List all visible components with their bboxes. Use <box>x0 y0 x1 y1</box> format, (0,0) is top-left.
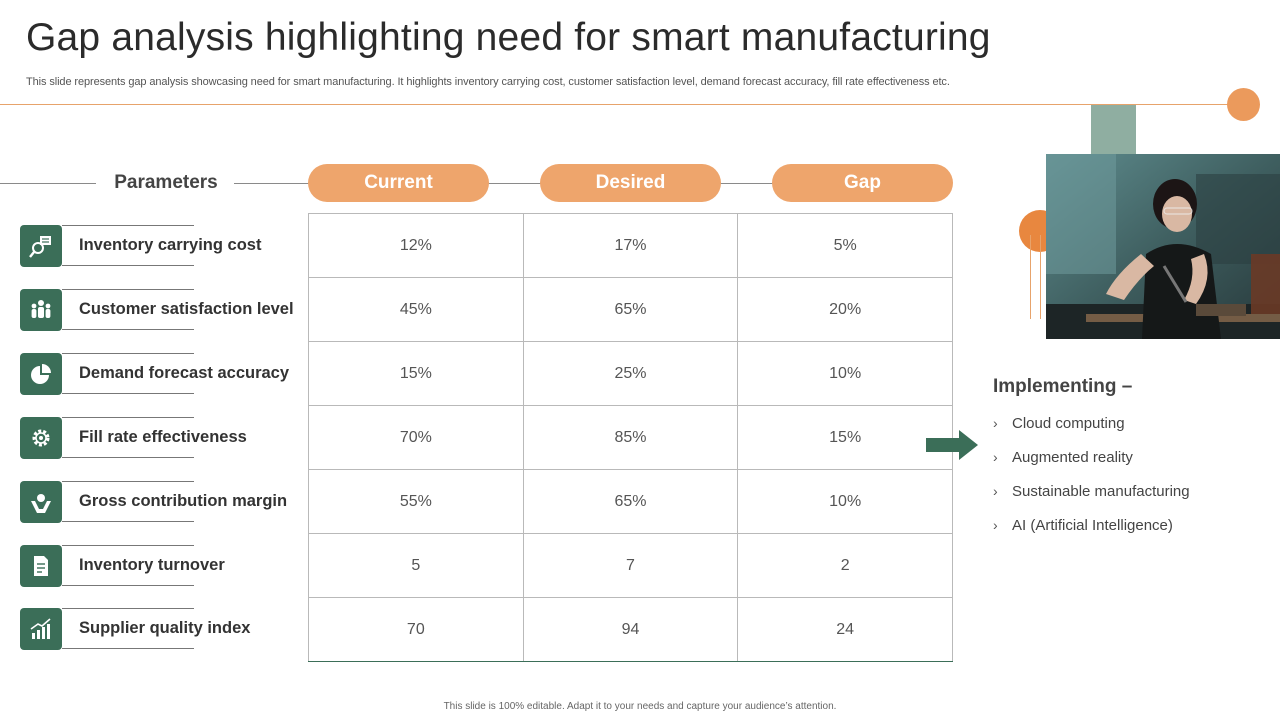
table-row: 45% 65% 20% <box>308 277 953 342</box>
worker-photo <box>1046 154 1280 339</box>
parameter-row: Fill rate effectiveness <box>20 417 310 459</box>
parameter-label: Gross contribution margin <box>79 492 288 510</box>
parameter-label: Supplier quality index <box>79 619 251 637</box>
current-cell: 15% <box>308 341 524 406</box>
list-item: › Sustainable manufacturing <box>993 483 1190 517</box>
parameter-row: Gross contribution margin <box>20 481 310 523</box>
desired-cell: 7 <box>522 533 739 598</box>
row-rule <box>62 353 194 354</box>
gap-cell: 10% <box>737 341 953 406</box>
decorative-line <box>1030 235 1031 319</box>
parameter-label: Customer satisfaction level <box>79 300 294 318</box>
chevron-right-icon: › <box>993 483 998 499</box>
parameter-row: Inventory turnover <box>20 545 310 587</box>
parameter-label: Inventory carrying cost <box>79 236 262 254</box>
column-header-gap: Gap <box>772 164 953 202</box>
desired-cell: 65% <box>522 277 739 342</box>
parameter-label: Inventory turnover <box>79 556 225 574</box>
table-row: 70 94 24 <box>308 597 953 662</box>
row-rule <box>62 608 194 609</box>
row-rule <box>62 457 194 458</box>
row-rule <box>62 585 194 586</box>
row-rule <box>62 225 194 226</box>
column-header-current: Current <box>308 164 489 202</box>
list-item: › Augmented reality <box>993 449 1190 483</box>
gap-cell: 24 <box>737 597 953 662</box>
desired-cell: 25% <box>522 341 739 406</box>
chevron-right-icon: › <box>993 517 998 533</box>
list-item-text: Augmented reality <box>1012 449 1133 466</box>
parameter-row: Customer satisfaction level <box>20 289 310 331</box>
title-divider <box>0 104 1230 105</box>
row-rule <box>62 521 194 522</box>
decorative-dot <box>1227 88 1260 121</box>
gear-icon <box>20 417 62 459</box>
list-item: › AI (Artificial Intelligence) <box>993 517 1190 551</box>
growth-chart-icon <box>20 608 62 650</box>
gap-cell: 5% <box>737 213 953 278</box>
parameters-header: Parameters <box>100 172 232 194</box>
header-line-1 <box>488 183 542 184</box>
header-line-mid <box>234 183 310 184</box>
parameter-label: Demand forecast accuracy <box>79 364 290 382</box>
document-icon <box>20 545 62 587</box>
row-rule <box>62 265 194 266</box>
parameter-row: Inventory carrying cost <box>20 225 310 267</box>
current-cell: 70 <box>308 597 524 662</box>
arrow-right-icon <box>926 430 978 460</box>
list-item-text: Sustainable manufacturing <box>1012 483 1190 500</box>
table-row: 55% 65% 10% <box>308 469 953 534</box>
customer-group-icon <box>20 289 62 331</box>
implementing-list: › Cloud computing › Augmented reality › Sus… <box>993 415 1190 551</box>
table-row: 5 7 2 <box>308 533 953 598</box>
parameter-row: Supplier quality index <box>20 608 310 650</box>
row-rule <box>62 648 194 649</box>
header-line-left <box>0 183 96 184</box>
list-item: › Cloud computing <box>993 415 1190 449</box>
current-cell: 45% <box>308 277 524 342</box>
hand-holding-icon <box>20 481 62 523</box>
table-row: 15% 25% 10% <box>308 341 953 406</box>
row-rule <box>62 481 194 482</box>
gap-cell: 20% <box>737 277 953 342</box>
row-rule <box>62 329 194 330</box>
inventory-cost-icon <box>20 225 62 267</box>
list-item-text: AI (Artificial Intelligence) <box>1012 517 1173 534</box>
decorative-bar <box>1091 105 1136 154</box>
desired-cell: 65% <box>522 469 739 534</box>
parameter-label: Fill rate effectiveness <box>79 428 247 446</box>
chevron-right-icon: › <box>993 415 998 431</box>
table-row: 12% 17% 5% <box>308 213 953 278</box>
implementing-title: Implementing – <box>993 376 1133 397</box>
table-row: 70% 85% 15% <box>308 405 953 470</box>
gap-analysis-table: 12% 17% 5% 45% 65% 20% 15% 25% 10% 70% 8… <box>308 213 953 662</box>
pie-chart-icon <box>20 353 62 395</box>
chevron-right-icon: › <box>993 449 998 465</box>
decorative-line <box>1040 235 1041 319</box>
row-rule <box>62 545 194 546</box>
header-line-2 <box>720 183 774 184</box>
desired-cell: 85% <box>522 405 739 470</box>
gap-cell: 2 <box>737 533 953 598</box>
list-item-text: Cloud computing <box>1012 415 1125 432</box>
current-cell: 70% <box>308 405 524 470</box>
row-rule <box>62 289 194 290</box>
desired-cell: 17% <box>522 213 739 278</box>
row-rule <box>62 393 194 394</box>
gap-cell: 15% <box>737 405 953 470</box>
slide-subtitle: This slide represents gap analysis showc… <box>26 76 950 88</box>
slide-title: Gap analysis highlighting need for smart… <box>26 16 991 59</box>
footer-note: This slide is 100% editable. Adapt it to… <box>443 701 837 712</box>
row-rule <box>62 417 194 418</box>
current-cell: 55% <box>308 469 524 534</box>
desired-cell: 94 <box>522 597 739 662</box>
current-cell: 5 <box>308 533 524 598</box>
current-cell: 12% <box>308 213 524 278</box>
gap-cell: 10% <box>737 469 953 534</box>
parameter-row: Demand forecast accuracy <box>20 353 310 395</box>
column-header-desired: Desired <box>540 164 721 202</box>
